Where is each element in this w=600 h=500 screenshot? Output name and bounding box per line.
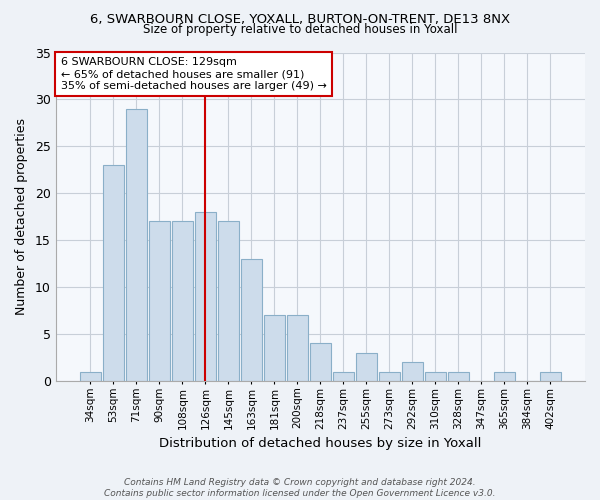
Bar — [149, 222, 170, 381]
Bar — [333, 372, 354, 381]
Text: 6, SWARBOURN CLOSE, YOXALL, BURTON-ON-TRENT, DE13 8NX: 6, SWARBOURN CLOSE, YOXALL, BURTON-ON-TR… — [90, 12, 510, 26]
Bar — [494, 372, 515, 381]
Text: 6 SWARBOURN CLOSE: 129sqm
← 65% of detached houses are smaller (91)
35% of semi-: 6 SWARBOURN CLOSE: 129sqm ← 65% of detac… — [61, 58, 327, 90]
Bar — [448, 372, 469, 381]
Bar — [241, 259, 262, 381]
Y-axis label: Number of detached properties: Number of detached properties — [15, 118, 28, 315]
Bar — [310, 344, 331, 381]
Bar — [287, 316, 308, 381]
Bar — [425, 372, 446, 381]
Text: Size of property relative to detached houses in Yoxall: Size of property relative to detached ho… — [143, 22, 457, 36]
Bar — [264, 316, 285, 381]
Bar — [103, 165, 124, 381]
X-axis label: Distribution of detached houses by size in Yoxall: Distribution of detached houses by size … — [159, 437, 482, 450]
Bar — [540, 372, 561, 381]
Bar — [402, 362, 423, 381]
Bar — [218, 222, 239, 381]
Bar — [80, 372, 101, 381]
Text: Contains HM Land Registry data © Crown copyright and database right 2024.
Contai: Contains HM Land Registry data © Crown c… — [104, 478, 496, 498]
Bar — [195, 212, 216, 381]
Bar — [126, 109, 147, 381]
Bar — [172, 222, 193, 381]
Bar — [356, 353, 377, 381]
Bar — [379, 372, 400, 381]
